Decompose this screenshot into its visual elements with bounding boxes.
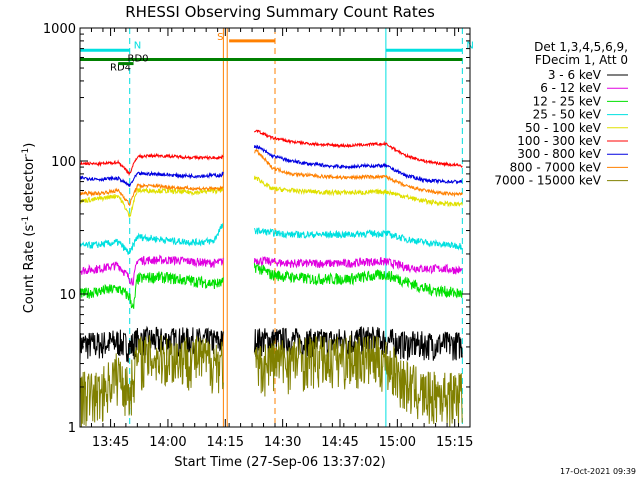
legend-label: 6 - 12 keV bbox=[540, 81, 602, 95]
indicator-label: RD0 bbox=[128, 54, 149, 65]
y-axis-label-sup: -1 bbox=[21, 216, 31, 225]
x-tick-label: 14:45 bbox=[321, 435, 358, 450]
series-line bbox=[79, 223, 463, 255]
legend-label: 25 - 50 keV bbox=[533, 108, 602, 122]
chart-title: RHESSI Observing Summary Count Rates bbox=[125, 3, 435, 21]
footer-date: 17-Oct-2021 09:39 bbox=[560, 467, 636, 476]
legend-label: 50 - 100 keV bbox=[525, 121, 602, 135]
x-axis: 13:45 14:00 14:15 14:30 14:45 15:00 15:15 bbox=[79, 28, 473, 450]
series-line bbox=[79, 263, 463, 309]
series-line bbox=[79, 175, 463, 219]
legend-header-2: FDecim 1, Att 0 bbox=[535, 53, 628, 67]
legend-label: 3 - 6 keV bbox=[548, 68, 602, 82]
x-tick-label: 13:45 bbox=[92, 435, 129, 450]
x-tick-label: 14:15 bbox=[207, 435, 244, 450]
x-tick-label: 14:30 bbox=[264, 435, 301, 450]
legend-label: 800 - 7000 keV bbox=[510, 160, 602, 174]
legend-label: 7000 - 15000 keV bbox=[494, 174, 601, 188]
y-axis-label: Count Rate (s-1 detector-1) bbox=[21, 143, 37, 314]
series-line bbox=[79, 254, 463, 286]
legend-header-1: Det 1,3,4,5,6,9, bbox=[534, 40, 628, 54]
y-axis-label-end: ) bbox=[22, 143, 37, 148]
legend-label: 100 - 300 keV bbox=[517, 134, 601, 148]
indicator-label: N bbox=[134, 40, 141, 51]
x-tick-label: 14:00 bbox=[149, 435, 186, 450]
y-axis-label-prefix: Count Rate (s bbox=[22, 225, 37, 314]
y-axis: 1 10 100 1000 bbox=[43, 22, 470, 436]
x-tick-label: 15:00 bbox=[379, 435, 416, 450]
legend: Det 1,3,4,5,6,9, FDecim 1, Att 0 3 - 6 k… bbox=[494, 40, 628, 188]
y-tick-label: 10 bbox=[59, 288, 76, 303]
series-line bbox=[79, 129, 463, 177]
legend-label: 12 - 25 keV bbox=[533, 94, 602, 108]
series-line bbox=[79, 144, 463, 188]
y-tick-label: 100 bbox=[51, 155, 76, 170]
y-axis-label-mid: detector bbox=[22, 156, 37, 216]
y-axis-label-sup2: -1 bbox=[21, 148, 31, 157]
indicator-label: S bbox=[217, 32, 223, 43]
x-tick-label: 15:15 bbox=[436, 435, 473, 450]
series-line bbox=[79, 335, 463, 428]
series-line bbox=[79, 148, 463, 207]
legend-label: 300 - 800 keV bbox=[517, 147, 601, 161]
x-axis-label: Start Time (27-Sep-06 13:37:02) bbox=[174, 455, 385, 470]
y-tick-label: 1000 bbox=[43, 22, 76, 37]
y-tick-label: 1 bbox=[68, 421, 76, 436]
indicator-label: RD4 bbox=[110, 62, 131, 73]
